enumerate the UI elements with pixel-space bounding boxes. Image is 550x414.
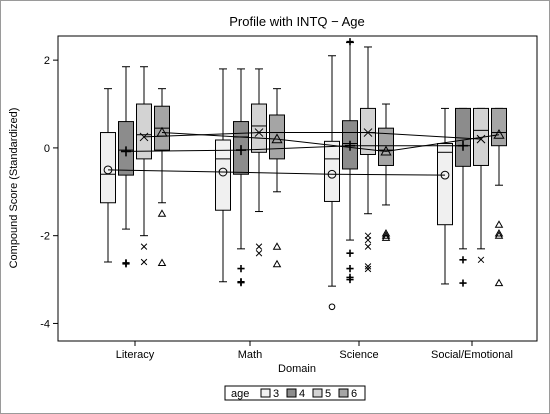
outlier-marker <box>346 38 354 46</box>
mean-profile-line-age-3 <box>107 169 446 176</box>
outlier-marker <box>157 209 167 217</box>
y-axis-label: Compound Score (Standardized) <box>8 108 20 269</box>
outlier-marker <box>477 256 485 264</box>
outlier-marker <box>255 249 263 257</box>
outlier-marker <box>381 229 391 237</box>
x-tick-label: Science <box>339 349 378 361</box>
box-age-6-social-emotional <box>491 107 507 287</box>
legend-swatch-age-3 <box>260 388 271 398</box>
outlier-marker <box>140 258 148 266</box>
x-tick-label: Social/Emotional <box>431 349 513 361</box>
legend-swatch-age-6 <box>338 388 349 398</box>
box-body <box>136 103 152 160</box>
outlier-marker <box>381 233 391 241</box>
chart-title: Profile with INTQ − Age <box>229 14 364 29</box>
outlier-marker <box>272 259 282 268</box>
y-tick-label: 2 <box>44 55 50 67</box>
box-body <box>491 107 507 147</box>
box-body <box>269 114 285 160</box>
legend-label-age-6: 6 <box>351 388 357 400</box>
outlier-marker <box>364 243 372 250</box>
x-axis-label: Domain <box>278 363 316 375</box>
outlier-marker <box>364 236 372 244</box>
outlier-marker <box>140 243 148 250</box>
outlier-marker <box>364 263 372 270</box>
x-tick-label: Math <box>238 349 262 361</box>
mean-marker <box>476 134 486 144</box>
outlier-marker <box>494 220 504 228</box>
mean-marker <box>493 128 505 139</box>
box-age-6-literacy <box>154 88 170 266</box>
outlier-marker <box>494 229 504 237</box>
outlier-marker <box>237 264 245 273</box>
legend-label-age-4: 4 <box>299 388 305 400</box>
outlier-marker <box>255 243 263 250</box>
legend-title: age <box>231 388 249 400</box>
outlier-marker <box>494 231 504 239</box>
box-age-3-social-emotional <box>437 107 453 285</box>
outlier-marker <box>237 279 245 287</box>
outlier-marker <box>122 260 130 268</box>
box-body <box>324 140 340 202</box>
legend-label-age-5: 5 <box>325 388 331 400</box>
box-body <box>360 107 376 155</box>
box-body <box>100 132 116 204</box>
outlier-marker <box>346 249 354 257</box>
outlier-marker <box>494 278 504 287</box>
box-age-6-math <box>269 88 285 268</box>
legend-swatch-age-4 <box>286 388 297 398</box>
y-tick-label: 0 <box>44 143 50 155</box>
box-body <box>437 143 453 226</box>
box-age-3-literacy <box>100 88 116 263</box>
x-tick-label: Literacy <box>116 349 155 361</box>
box-age-5-science <box>360 46 376 273</box>
outlier-marker <box>459 256 467 264</box>
outlier-marker <box>364 265 372 273</box>
outlier-marker <box>157 258 167 266</box>
outlier-marker <box>272 242 282 250</box>
outlier-marker <box>328 303 336 311</box>
y-tick-label: -4 <box>40 318 50 330</box>
box-age-3-math <box>215 68 231 283</box>
box-body <box>251 103 267 153</box>
y-tick-label: -2 <box>40 231 50 243</box>
mean-profile-line-age-6 <box>161 132 500 152</box>
box-body <box>215 139 231 211</box>
legend-swatch-age-5 <box>312 388 323 398</box>
outlier-marker <box>459 279 467 287</box>
plot-area-frame <box>57 35 538 342</box>
outlier-marker <box>381 231 391 239</box>
box-age-4-literacy <box>118 66 134 268</box>
box-age-5-literacy <box>136 66 152 266</box>
legend-label-age-3: 3 <box>273 388 279 400</box>
mean-profile-line-age-4 <box>125 145 463 152</box>
outlier-marker <box>346 264 354 273</box>
outlier-marker <box>346 275 354 284</box>
